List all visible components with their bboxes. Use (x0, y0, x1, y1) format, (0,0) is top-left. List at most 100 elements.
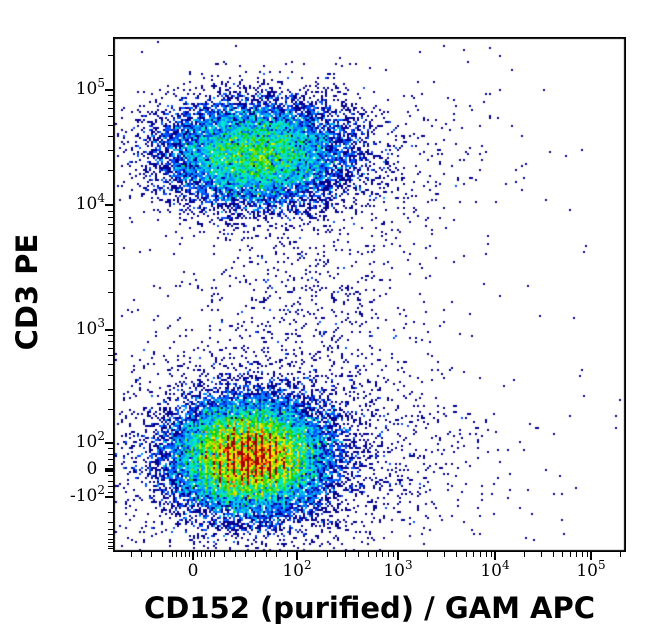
x-minor-tick (490, 552, 492, 557)
y-minor-tick (108, 335, 113, 337)
y-minor-tick (108, 217, 113, 219)
x-minor-tick (151, 552, 153, 557)
y-minor-tick (108, 347, 113, 349)
y-major-tick (105, 468, 113, 472)
y-tick-label: 103 (75, 316, 105, 339)
x-minor-tick (465, 552, 467, 557)
y-tick-label: 102 (75, 429, 105, 452)
y-minor-tick (108, 521, 113, 523)
y-minor-tick (108, 270, 113, 272)
y-minor-tick (108, 115, 113, 117)
y-minor-tick (108, 364, 113, 366)
y-minor-tick (108, 491, 113, 493)
x-minor-tick (393, 552, 395, 557)
x-minor-tick (161, 552, 163, 557)
y-minor-tick (108, 135, 113, 137)
y-minor-tick (108, 340, 113, 342)
x-major-tick (192, 552, 194, 560)
y-major-tick (105, 496, 113, 498)
x-major-tick (494, 552, 496, 560)
y-minor-tick (108, 545, 113, 547)
y-minor-tick (108, 124, 113, 126)
x-minor-tick (286, 552, 288, 557)
x-minor-tick (197, 552, 199, 557)
y-major-tick (105, 329, 113, 331)
y-minor-tick (108, 242, 113, 244)
y-minor-tick (108, 408, 113, 410)
y-minor-tick (108, 453, 113, 455)
x-tick-label: 102 (282, 558, 312, 581)
y-minor-tick (108, 480, 113, 482)
x-minor-tick (213, 552, 215, 557)
x-minor-tick (255, 552, 257, 557)
x-tick-label: 104 (480, 558, 510, 581)
y-minor-tick (108, 150, 113, 152)
y-minor-tick (108, 475, 113, 477)
y-major-tick (105, 89, 113, 91)
y-minor-tick (108, 292, 113, 294)
x-minor-tick (224, 552, 226, 557)
y-tick-label: 104 (75, 191, 105, 214)
x-minor-tick (205, 552, 207, 557)
x-minor-tick (427, 552, 429, 557)
x-major-tick (397, 552, 399, 560)
x-axis-title: CD152 (purified) / GAM APC (143, 591, 596, 625)
x-minor-tick (523, 552, 525, 557)
y-minor-tick (108, 464, 113, 466)
y-minor-tick (108, 374, 113, 376)
y-minor-tick (108, 389, 113, 391)
x-minor-tick (209, 552, 211, 557)
density-plot-canvas (113, 37, 626, 552)
x-minor-tick (245, 552, 246, 557)
x-minor-tick (180, 552, 182, 557)
x-minor-tick (188, 552, 190, 557)
x-minor-tick (382, 552, 384, 557)
y-tick-label: 02 (86, 459, 98, 479)
x-tick-label: 105 (576, 558, 606, 581)
x-major-tick (296, 552, 298, 560)
y-minor-tick (108, 538, 113, 540)
x-minor-tick (172, 552, 174, 557)
y-minor-tick (108, 210, 113, 212)
x-minor-tick (327, 552, 329, 557)
y-minor-tick (108, 548, 113, 550)
x-minor-tick (345, 552, 347, 557)
x-minor-tick (375, 552, 377, 557)
y-minor-tick (108, 534, 113, 536)
y-minor-tick (108, 448, 113, 450)
x-minor-tick (581, 552, 583, 557)
x-minor-tick (141, 552, 142, 557)
x-minor-tick (234, 552, 236, 557)
y-minor-tick (108, 95, 113, 97)
y-minor-tick (108, 254, 113, 256)
x-minor-tick (552, 552, 554, 557)
x-minor-tick (265, 552, 267, 557)
x-minor-tick (540, 552, 542, 557)
x-minor-tick (576, 552, 578, 557)
x-minor-tick (569, 552, 571, 557)
x-minor-tick (456, 552, 458, 557)
y-minor-tick (108, 107, 113, 109)
x-minor-tick (473, 552, 475, 557)
y-minor-tick (108, 511, 113, 513)
x-minor-tick (586, 552, 588, 557)
y-minor-tick (108, 232, 113, 234)
x-minor-tick (276, 552, 278, 557)
y-minor-tick (108, 528, 113, 530)
x-tick-label: 0 (187, 561, 199, 581)
y-minor-tick (108, 170, 113, 172)
y-minor-tick (108, 459, 113, 461)
x-minor-tick (201, 552, 203, 557)
x-minor-tick (388, 552, 390, 557)
y-tick-label: -102 (69, 483, 105, 506)
x-minor-tick (562, 552, 564, 557)
y-minor-tick (108, 101, 113, 103)
y-minor-tick (108, 486, 113, 488)
x-major-tick (590, 552, 592, 560)
x-minor-tick (485, 552, 487, 557)
x-minor-tick (619, 552, 621, 557)
y-major-tick (105, 442, 113, 444)
x-minor-tick (479, 552, 481, 557)
y-minor-tick (108, 224, 113, 226)
